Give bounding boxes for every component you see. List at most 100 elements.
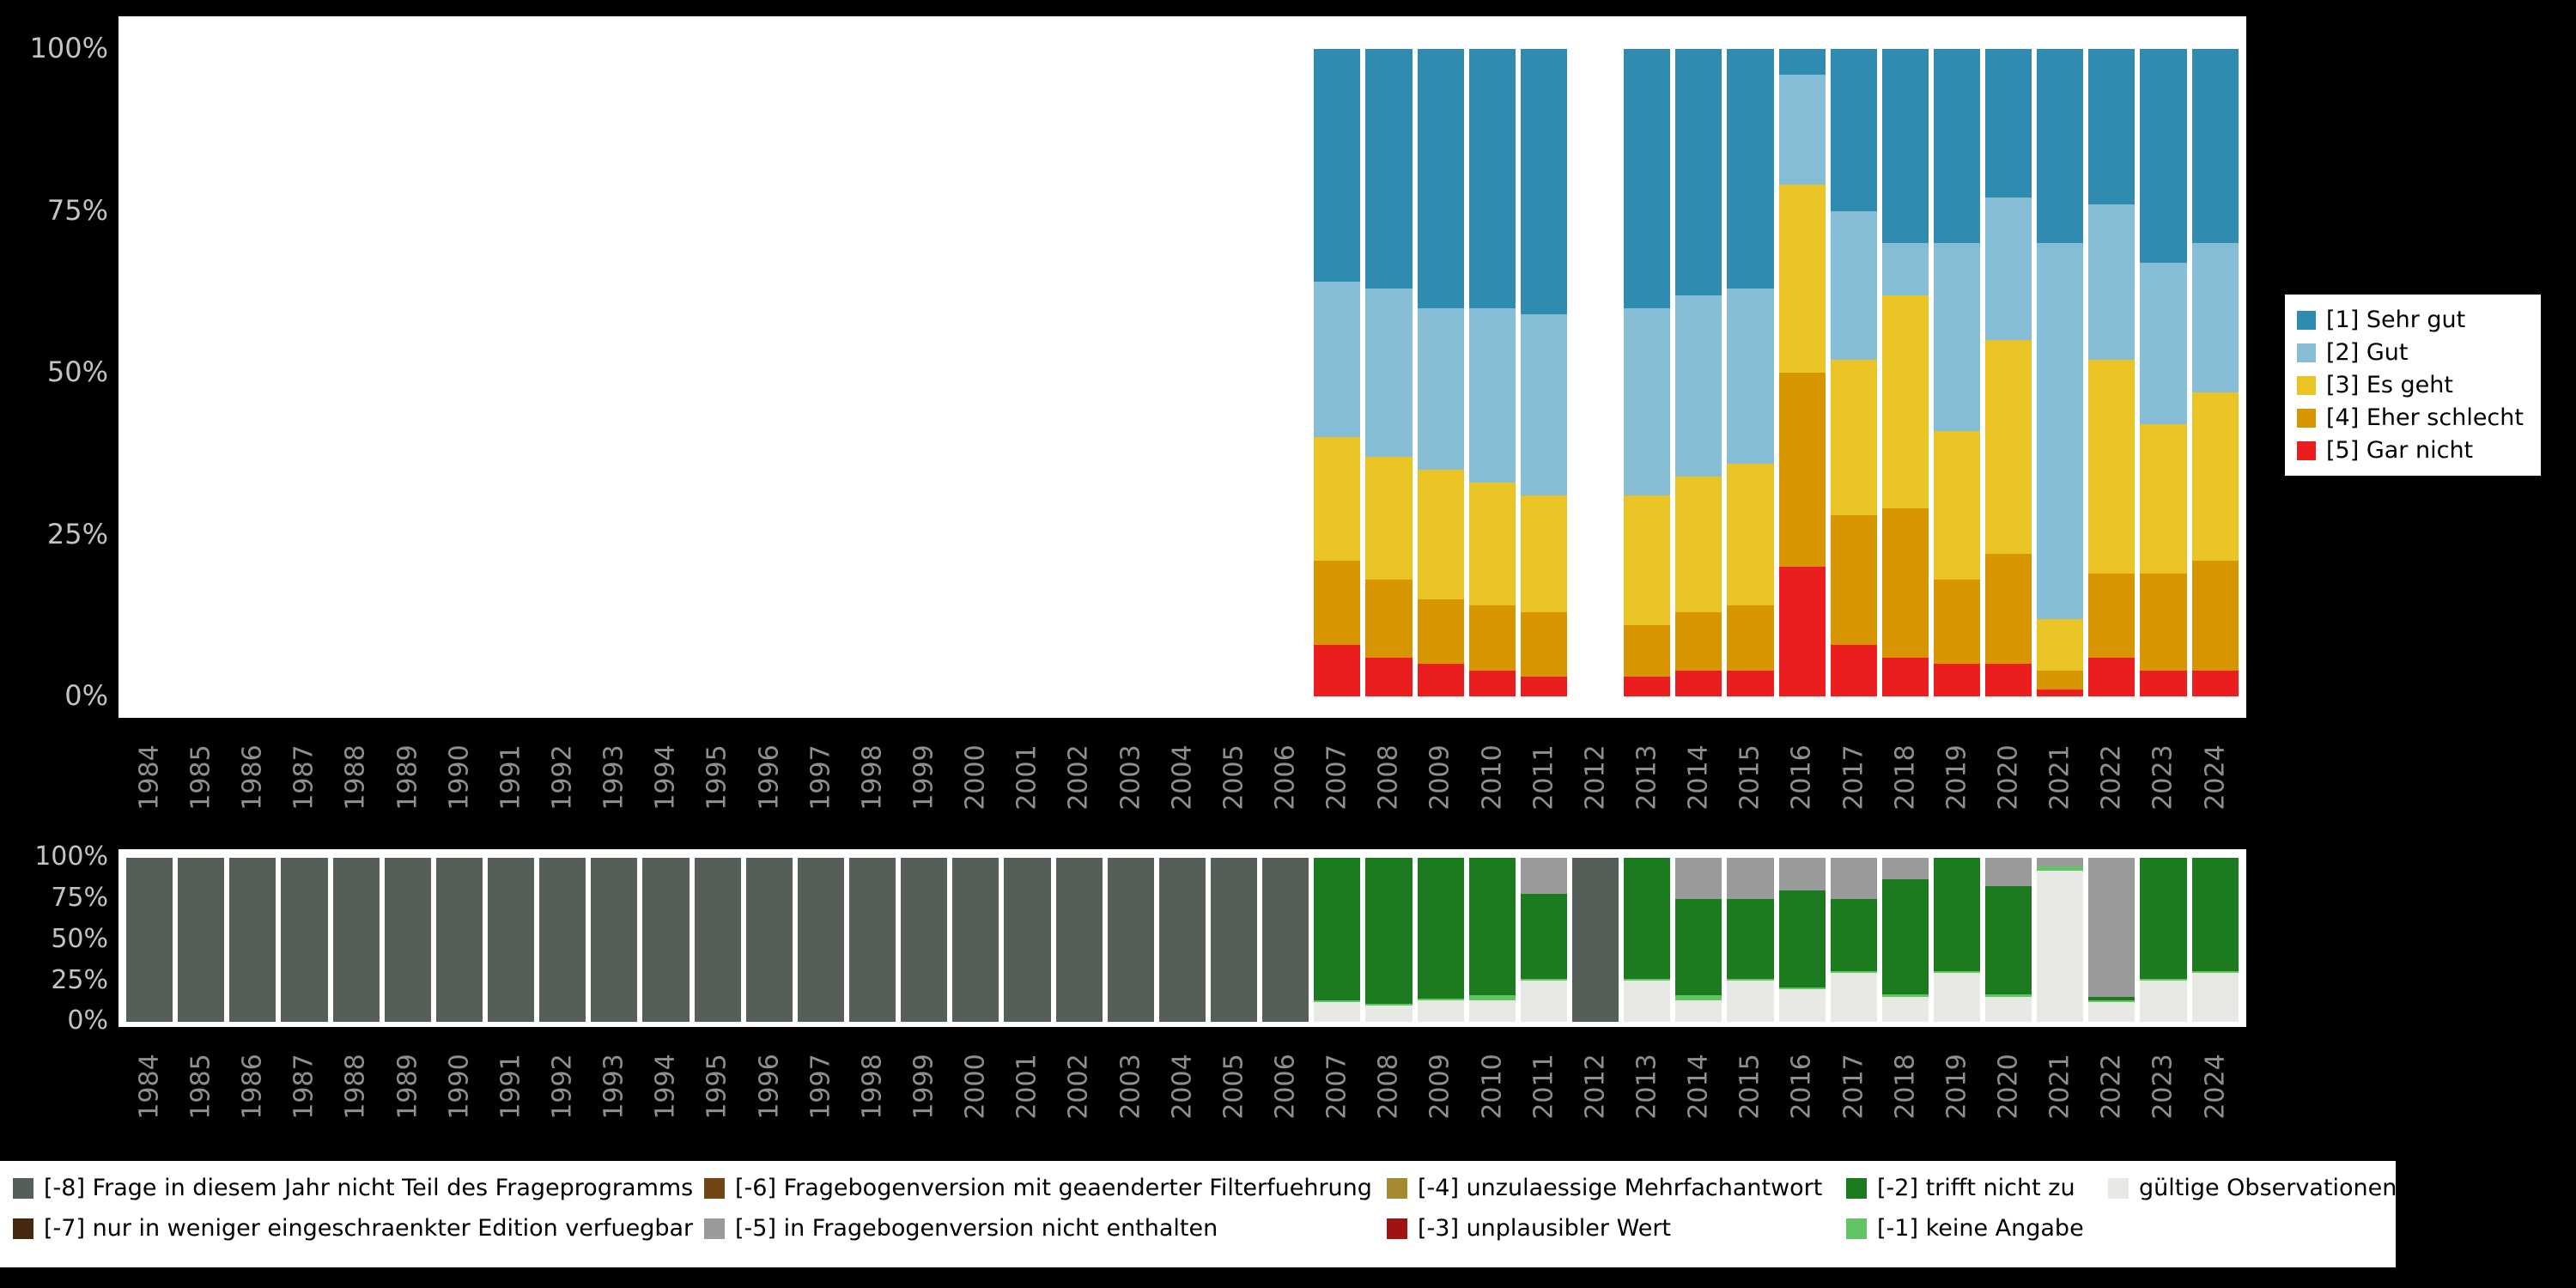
y-tick-label: 25% [51, 964, 108, 995]
answer-legend: [1] Sehr gut [2] Gut [3] Es geht [4] Eher s… [2283, 293, 2543, 477]
bar-column-2006 [1260, 858, 1311, 1022]
bar-segment [1675, 898, 1722, 996]
x-tick-label: 2014 [1683, 744, 1714, 811]
x-tick-1988: 1988 [331, 726, 382, 829]
x-tick-1996: 1996 [744, 1035, 795, 1138]
x-tick-2008: 2008 [1363, 726, 1414, 829]
bar-segment [1624, 49, 1671, 308]
legend-swatch [2297, 375, 2316, 395]
stacked-bar-2020 [1985, 858, 2032, 1022]
bar-segment [1210, 858, 1258, 1022]
bar-column-2007 [1311, 858, 1363, 1022]
stacked-bar-2009 [1417, 49, 1464, 696]
bar-column-2023 [2137, 49, 2189, 696]
missing-codes-bars [124, 858, 2241, 1022]
bar-segment [1830, 972, 1877, 1022]
bar-column-2010 [1467, 858, 1518, 1022]
bar-column-2023 [2137, 858, 2189, 1022]
x-tick-2014: 2014 [1673, 1035, 1724, 1138]
bar-column-2012 [1570, 49, 1621, 696]
x-tick-label: 2005 [1218, 1053, 1249, 1120]
bar-segment [1417, 470, 1464, 599]
x-tick-label: 2015 [1735, 1053, 1765, 1120]
bar-segment [1520, 49, 1567, 315]
bar-segment [1520, 894, 1567, 980]
bar-segment [1778, 988, 1826, 1022]
x-tick-1997: 1997 [795, 1035, 847, 1138]
bar-segment [1727, 605, 1774, 671]
bar-column-2001 [1001, 49, 1053, 696]
bar-segment [229, 858, 276, 1022]
x-tick-2002: 2002 [1054, 726, 1105, 829]
bar-segment [1933, 858, 1981, 971]
y-tick-label: 25% [46, 517, 108, 550]
x-tick-label: 2012 [1580, 1053, 1611, 1120]
bar-segment [1417, 49, 1464, 308]
legend-swatch [2297, 408, 2316, 428]
bar-segment [1520, 612, 1567, 677]
y-tick-label: 50% [51, 923, 108, 954]
x-tick-label: 2000 [960, 744, 991, 811]
bar-segment [1675, 476, 1722, 612]
bar-segment [745, 858, 793, 1022]
bar-segment [1778, 75, 1826, 185]
bar-column-2015 [1724, 49, 1776, 696]
y-tick-label: 75% [46, 193, 108, 227]
bar-segment [1468, 995, 1516, 1001]
x-tick-label: 1987 [289, 744, 319, 811]
x-tick-1992: 1992 [537, 726, 588, 829]
bar-segment [1417, 664, 1464, 696]
x-tick-1990: 1990 [434, 726, 485, 829]
bar-segment [1520, 981, 1567, 1022]
legend-swatch [1846, 1177, 1867, 1199]
bar-column-1990 [434, 858, 485, 1022]
bar-segment [2191, 972, 2239, 1022]
x-tick-label: 2017 [1838, 1053, 1869, 1120]
x-tick-label: 2006 [1270, 744, 1301, 811]
bar-segment [1417, 858, 1464, 999]
stacked-bar-2015 [1727, 858, 1774, 1022]
bar-column-2019 [1931, 49, 1983, 696]
x-tick-label: 2000 [960, 1053, 991, 1120]
bar-column-2008 [1363, 49, 1414, 696]
x-tick-1998: 1998 [847, 726, 898, 829]
bar-segment [591, 858, 638, 1022]
stacked-bar-1990 [435, 858, 483, 1022]
x-tick-label: 1999 [908, 1053, 939, 1120]
bar-segment [2088, 657, 2136, 696]
bar-segment [1727, 670, 1774, 696]
x-tick-2007: 2007 [1311, 1035, 1363, 1138]
stacked-bar-2014 [1675, 49, 1722, 696]
stacked-bar-1999 [901, 858, 948, 1022]
x-tick-2019: 2019 [1931, 1035, 1983, 1138]
legend-swatch [1846, 1218, 1867, 1239]
x-tick-label: 2022 [2096, 1053, 2127, 1120]
y-tick-label: 50% [46, 355, 108, 389]
bar-segment [1778, 185, 1826, 374]
x-tick-2017: 2017 [1828, 1035, 1880, 1138]
bar-column-2003 [1105, 49, 1157, 696]
x-tick-2013: 2013 [1621, 1035, 1673, 1138]
bar-segment [1727, 463, 1774, 606]
x-tick-2000: 2000 [950, 726, 1001, 829]
legend-swatch [2297, 310, 2316, 330]
x-tick-label: 1988 [341, 744, 372, 811]
stacked-bar-2013 [1624, 858, 1671, 1022]
bar-column-1991 [485, 49, 537, 696]
bar-segment [1985, 49, 2032, 198]
bar-column-1993 [588, 49, 640, 696]
bar-column-1992 [537, 858, 588, 1022]
stacked-bar-2003 [1107, 858, 1154, 1022]
missing-legend-item-8: [-1] keine Angabe [1846, 1215, 2108, 1242]
stacked-bar-2008 [1365, 858, 1413, 1022]
bar-segment [1624, 495, 1671, 626]
x-tick-1993: 1993 [588, 1035, 640, 1138]
bar-segment [1830, 898, 1877, 971]
x-tick-label: 1987 [289, 1053, 319, 1120]
bar-segment [1624, 677, 1671, 696]
bar-segment [332, 858, 380, 1022]
legend-item-2: [2] Gut [2297, 339, 2524, 366]
x-tick-2024: 2024 [2190, 1035, 2241, 1138]
bar-segment [1365, 580, 1413, 658]
